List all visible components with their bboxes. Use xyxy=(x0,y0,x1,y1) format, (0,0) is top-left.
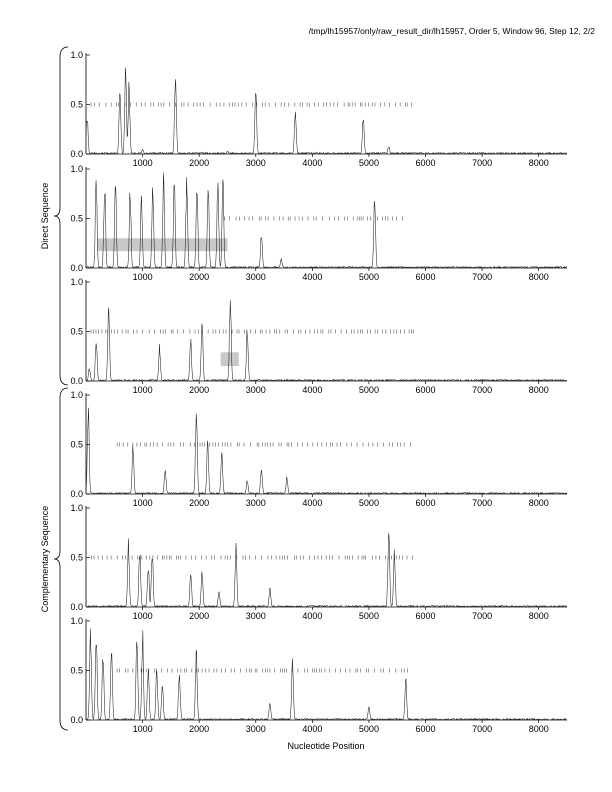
x-tick-label: 5000 xyxy=(359,724,379,734)
y-tick-label: 0.0 xyxy=(70,263,83,273)
y-tick-label: 0.0 xyxy=(70,602,83,612)
shaded-region xyxy=(220,352,239,367)
x-tick-label: 3000 xyxy=(246,498,266,508)
series-line xyxy=(85,67,568,155)
x-tick-label: 7000 xyxy=(472,611,492,621)
x-tick-label: 2000 xyxy=(189,498,209,508)
y-tick-label: 0.5 xyxy=(70,553,83,563)
series-line xyxy=(85,300,568,382)
series-line xyxy=(85,533,568,608)
x-tick-label: 4000 xyxy=(302,498,322,508)
page-title: /tmp/lh15957/only/raw_result_dir/lh15957… xyxy=(308,26,595,36)
y-tick-label: 0.5 xyxy=(70,666,83,676)
x-tick-label: 1000 xyxy=(133,385,153,395)
group-label: Direct Sequence xyxy=(40,183,50,250)
x-tick-label: 2000 xyxy=(189,611,209,621)
x-tick-label: 6000 xyxy=(416,498,436,508)
group-brace xyxy=(53,387,69,731)
x-tick-label: 8000 xyxy=(529,724,549,734)
x-tick-label: 8000 xyxy=(529,498,549,508)
x-tick-label: 7000 xyxy=(472,385,492,395)
x-tick-label: 3000 xyxy=(246,272,266,282)
x-tick-label: 7000 xyxy=(472,158,492,168)
x-tick-label: 4000 xyxy=(302,385,322,395)
y-tick-label: 0.5 xyxy=(70,327,83,337)
x-tick-label: 6000 xyxy=(416,158,436,168)
x-tick-label: 2000 xyxy=(189,724,209,734)
x-tick-label: 7000 xyxy=(472,498,492,508)
x-tick-label: 6000 xyxy=(416,611,436,621)
x-tick-label: 4000 xyxy=(302,611,322,621)
x-tick-label: 4000 xyxy=(302,272,322,282)
x-tick-label: 7000 xyxy=(472,272,492,282)
x-tick-label: 7000 xyxy=(472,724,492,734)
x-tick-label: 8000 xyxy=(529,158,549,168)
y-tick-label: 0.5 xyxy=(70,440,83,450)
series-line xyxy=(85,172,568,269)
x-tick-label: 1000 xyxy=(133,158,153,168)
x-tick-label: 2000 xyxy=(189,385,209,395)
y-tick-label: 1.0 xyxy=(70,50,83,60)
x-tick-label: 6000 xyxy=(416,724,436,734)
x-tick-label: 1000 xyxy=(133,272,153,282)
x-tick-label: 5000 xyxy=(359,611,379,621)
x-tick-label: 5000 xyxy=(359,158,379,168)
series-line xyxy=(85,628,568,721)
x-tick-label: 8000 xyxy=(529,272,549,282)
x-axis-title: Nucleotide Position xyxy=(287,741,364,751)
x-tick-label: 6000 xyxy=(416,385,436,395)
x-tick-label: 4000 xyxy=(302,158,322,168)
x-tick-label: 3000 xyxy=(246,724,266,734)
y-tick-label: 1.0 xyxy=(70,616,83,626)
x-tick-label: 3000 xyxy=(246,611,266,621)
y-tick-label: 0.0 xyxy=(70,149,83,159)
x-tick-label: 6000 xyxy=(416,272,436,282)
y-tick-label: 1.0 xyxy=(70,277,83,287)
y-tick-label: 0.0 xyxy=(70,376,83,386)
x-tick-label: 3000 xyxy=(246,385,266,395)
x-tick-label: 5000 xyxy=(359,385,379,395)
x-tick-label: 2000 xyxy=(189,272,209,282)
x-tick-label: 3000 xyxy=(246,158,266,168)
x-tick-label: 2000 xyxy=(189,158,209,168)
y-tick-label: 0.0 xyxy=(70,489,83,499)
x-tick-label: 1000 xyxy=(133,498,153,508)
y-tick-label: 1.0 xyxy=(70,503,83,513)
x-tick-label: 1000 xyxy=(133,724,153,734)
group-label: Complementary Sequence xyxy=(40,506,50,613)
y-tick-label: 0.5 xyxy=(70,214,83,224)
y-tick-label: 0.5 xyxy=(70,100,83,110)
x-tick-label: 4000 xyxy=(302,724,322,734)
x-tick-label: 5000 xyxy=(359,498,379,508)
x-tick-label: 1000 xyxy=(133,611,153,621)
x-tick-label: 5000 xyxy=(359,272,379,282)
x-tick-label: 8000 xyxy=(529,611,549,621)
x-tick-label: 8000 xyxy=(529,385,549,395)
y-tick-label: 0.0 xyxy=(70,715,83,725)
series-line xyxy=(85,407,568,495)
y-tick-label: 1.0 xyxy=(70,164,83,174)
y-tick-label: 1.0 xyxy=(70,390,83,400)
group-brace xyxy=(53,46,69,386)
